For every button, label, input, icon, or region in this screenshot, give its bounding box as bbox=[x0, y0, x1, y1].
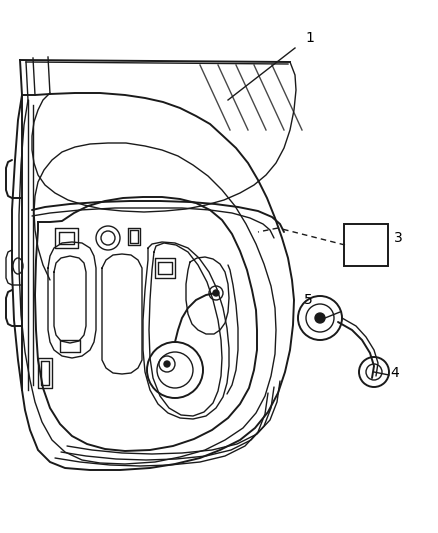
FancyBboxPatch shape bbox=[344, 224, 388, 266]
Text: 3: 3 bbox=[394, 231, 403, 245]
Text: 5: 5 bbox=[304, 293, 312, 307]
Text: 4: 4 bbox=[391, 366, 399, 380]
Circle shape bbox=[315, 313, 325, 323]
Circle shape bbox=[213, 290, 219, 296]
Circle shape bbox=[164, 361, 170, 367]
Text: 1: 1 bbox=[306, 31, 314, 45]
